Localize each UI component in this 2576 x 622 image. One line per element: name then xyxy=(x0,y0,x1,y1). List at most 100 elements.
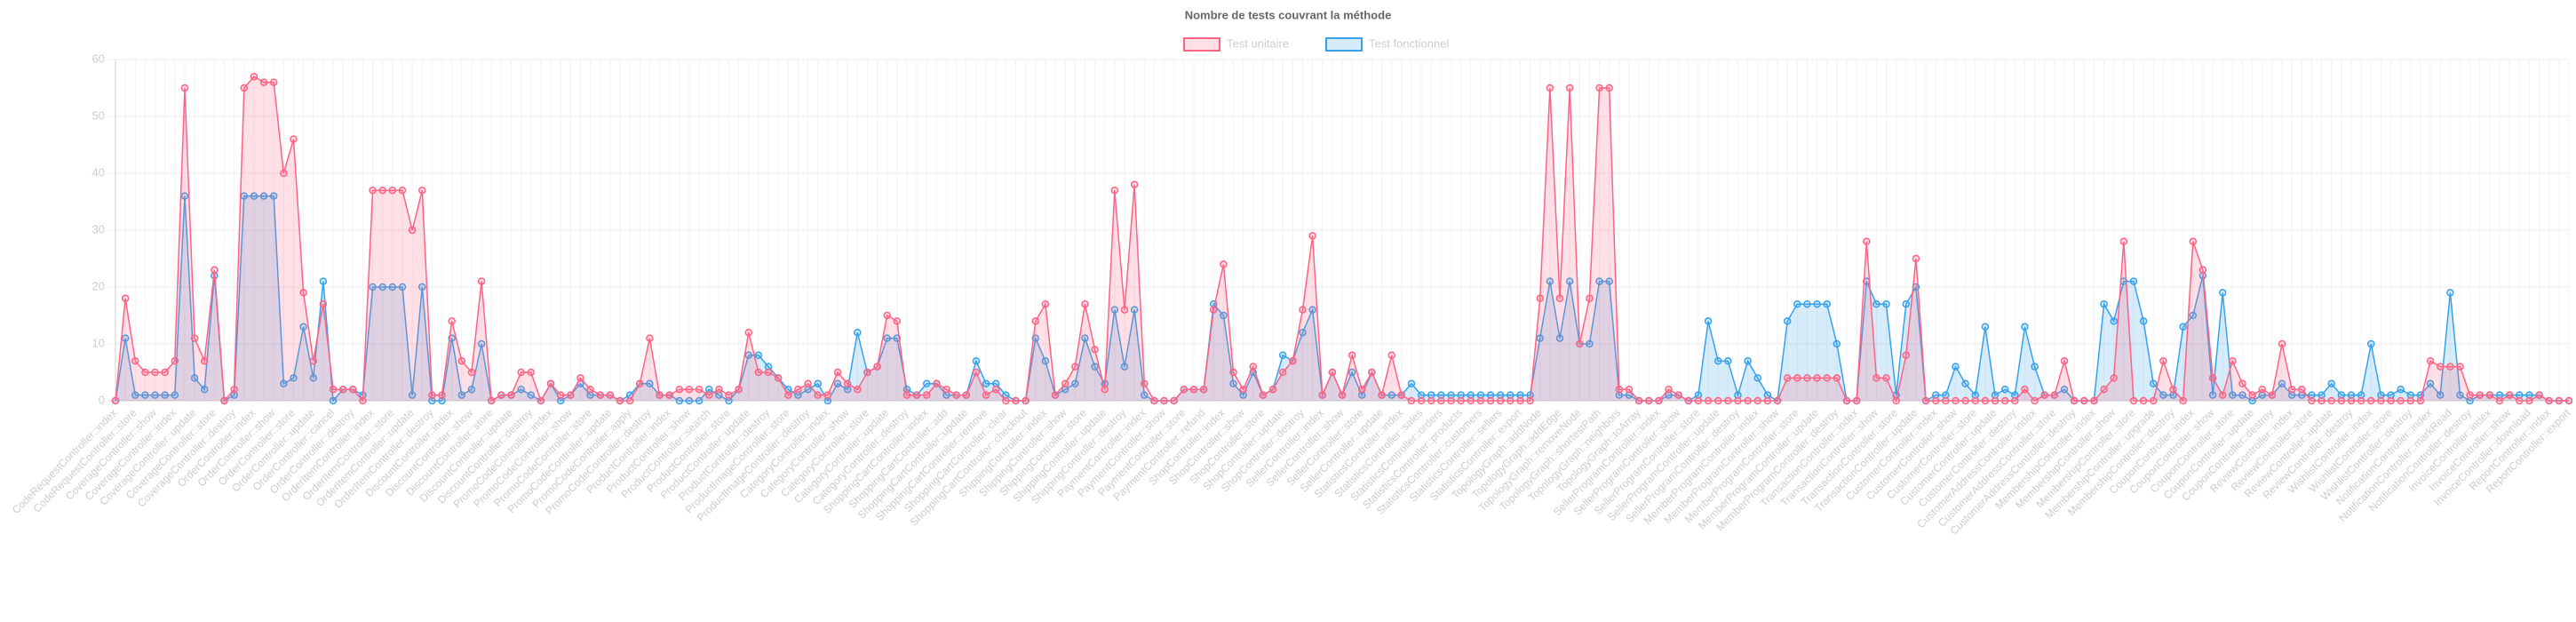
data-point xyxy=(230,385,238,394)
data-point xyxy=(418,186,426,195)
data-point xyxy=(1407,379,1416,388)
data-point xyxy=(1378,391,1386,399)
data-point xyxy=(991,385,1000,394)
data-point xyxy=(1753,374,1762,382)
data-point xyxy=(1239,385,1247,394)
data-point xyxy=(942,385,950,394)
data-point xyxy=(675,396,684,405)
legend-label: Test unitaire xyxy=(1227,36,1289,50)
data-point xyxy=(1586,294,1594,303)
data-point xyxy=(180,192,189,200)
data-point xyxy=(2179,396,2187,405)
data-point xyxy=(893,317,902,325)
data-point xyxy=(1655,396,1663,405)
data-point xyxy=(299,289,307,297)
data-point xyxy=(962,391,971,399)
data-point xyxy=(1704,317,1713,325)
data-point xyxy=(250,192,258,200)
data-point xyxy=(2446,289,2454,297)
data-point xyxy=(1744,356,1752,365)
data-point xyxy=(2159,356,2167,365)
data-point xyxy=(1902,351,1911,360)
data-point xyxy=(1407,396,1416,405)
data-point xyxy=(704,391,713,399)
data-point xyxy=(1526,396,1534,405)
data-point xyxy=(2436,391,2445,399)
data-point xyxy=(912,391,921,399)
y-tick-label: 0 xyxy=(99,393,105,406)
data-point xyxy=(467,385,476,394)
data-point xyxy=(388,186,397,195)
data-point xyxy=(784,391,792,399)
data-point xyxy=(1110,306,1119,314)
data-point xyxy=(1744,396,1752,405)
data-point xyxy=(665,391,673,399)
data-point xyxy=(933,379,941,388)
y-tick-label: 40 xyxy=(92,165,105,179)
data-point xyxy=(2278,379,2286,388)
data-point xyxy=(1348,351,1356,360)
data-point xyxy=(1625,385,1634,394)
data-point xyxy=(972,356,981,365)
data-point xyxy=(269,78,278,86)
data-point xyxy=(646,379,654,388)
data-point xyxy=(2287,385,2296,394)
data-point xyxy=(1308,306,1316,314)
data-point xyxy=(794,385,802,394)
data-point xyxy=(922,379,931,388)
data-point xyxy=(487,396,496,405)
data-point xyxy=(774,374,783,382)
data-point xyxy=(2555,396,2564,405)
data-point xyxy=(2535,391,2543,399)
data-point xyxy=(2218,391,2227,399)
data-point xyxy=(1348,368,1356,377)
data-point xyxy=(1071,379,1079,388)
data-point xyxy=(2060,385,2069,394)
y-tick-label: 50 xyxy=(92,108,105,122)
data-point xyxy=(1299,306,1307,314)
data-point xyxy=(1387,391,1395,399)
data-point xyxy=(2367,396,2375,405)
data-point xyxy=(190,334,199,342)
data-point xyxy=(1546,84,1554,92)
data-point xyxy=(823,391,832,399)
y-tick-label: 20 xyxy=(92,279,105,292)
data-point xyxy=(2337,396,2346,405)
data-point xyxy=(1921,396,1930,405)
data-point xyxy=(1189,385,1198,394)
data-point xyxy=(141,368,149,377)
data-point xyxy=(180,84,189,92)
data-point xyxy=(883,311,891,320)
data-point xyxy=(2129,277,2138,285)
data-point xyxy=(2248,391,2256,399)
data-point xyxy=(171,356,179,365)
data-point xyxy=(1229,368,1237,377)
data-point xyxy=(1091,363,1099,371)
data-point xyxy=(2169,385,2177,394)
data-point xyxy=(685,385,694,394)
data-point xyxy=(1724,396,1732,405)
data-point xyxy=(2377,396,2385,405)
data-point xyxy=(1684,396,1693,405)
data-point xyxy=(1486,396,1495,405)
data-point xyxy=(2149,379,2158,388)
data-point xyxy=(546,379,555,388)
data-point xyxy=(1387,351,1395,360)
data-point xyxy=(290,135,298,143)
data-point xyxy=(1724,356,1732,365)
data-point xyxy=(299,323,307,331)
data-point xyxy=(1150,396,1158,405)
data-point xyxy=(309,356,317,365)
data-point xyxy=(2011,396,2019,405)
y-tick-label: 10 xyxy=(92,336,105,349)
data-point xyxy=(636,379,644,388)
data-point xyxy=(2545,396,2553,405)
data-point xyxy=(843,379,852,388)
data-point xyxy=(2189,237,2198,246)
data-point xyxy=(290,374,298,382)
data-point xyxy=(1615,385,1624,394)
data-point xyxy=(1952,396,1960,405)
data-point xyxy=(319,277,328,285)
data-point xyxy=(567,391,575,399)
